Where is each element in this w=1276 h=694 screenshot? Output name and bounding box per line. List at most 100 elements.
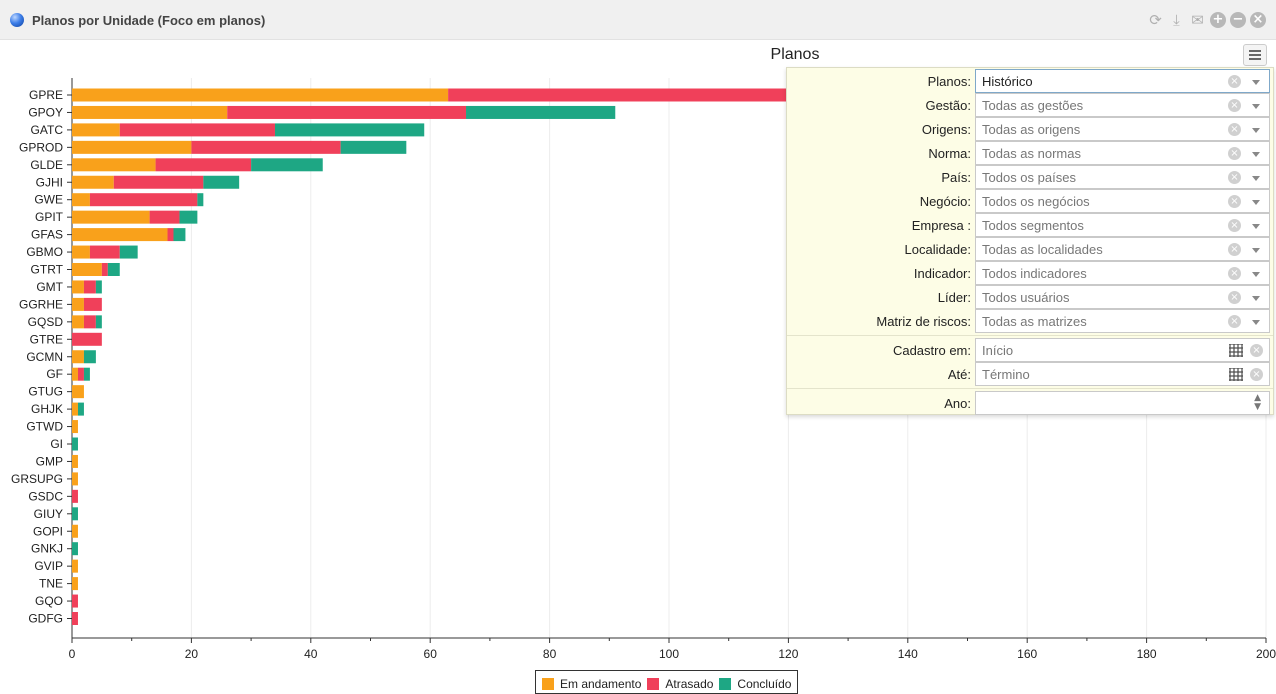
pais-select[interactable]: Todos os países × [975, 165, 1270, 189]
clear-icon[interactable]: × [1228, 291, 1241, 304]
bar-segment[interactable] [72, 489, 78, 503]
bar-segment[interactable] [89, 245, 120, 259]
bar-segment[interactable] [72, 332, 102, 346]
clear-icon[interactable]: × [1228, 195, 1241, 208]
bar-segment[interactable] [101, 263, 108, 276]
bar-segment[interactable] [83, 315, 96, 329]
bar-segment[interactable] [119, 245, 138, 259]
legend-item[interactable]: Atrasado [647, 675, 713, 693]
bar-segment[interactable] [72, 158, 156, 172]
clear-icon[interactable]: × [1228, 243, 1241, 256]
bar-segment[interactable] [72, 577, 78, 591]
bar-segment[interactable] [448, 88, 789, 102]
bar-segment[interactable] [72, 454, 78, 468]
bar-segment[interactable] [72, 437, 78, 451]
clear-icon[interactable]: × [1228, 147, 1241, 160]
bar-segment[interactable] [72, 594, 78, 608]
bar-segment[interactable] [107, 263, 120, 276]
bar-segment[interactable] [83, 280, 96, 294]
bar-segment[interactable] [72, 524, 78, 538]
legend-item[interactable]: Concluído [719, 675, 791, 693]
bar-segment[interactable] [83, 297, 102, 311]
chevron-down-icon[interactable] [1252, 104, 1260, 109]
bar-segment[interactable] [466, 105, 616, 119]
bar-segment[interactable] [251, 158, 323, 172]
chart-menu-button[interactable] [1243, 44, 1267, 66]
empresa-select[interactable]: Todos segmentos × [975, 213, 1270, 237]
bar-segment[interactable] [89, 193, 198, 207]
bar-segment[interactable] [173, 228, 186, 242]
bar-segment[interactable] [72, 350, 84, 364]
bar-segment[interactable] [203, 175, 240, 189]
bar-segment[interactable] [72, 175, 114, 189]
clear-icon[interactable]: × [1228, 219, 1241, 232]
bar-segment[interactable] [72, 367, 78, 381]
origens-select[interactable]: Todas as origens × [975, 117, 1270, 141]
bar-segment[interactable] [72, 245, 90, 259]
bar-segment[interactable] [119, 123, 275, 137]
bar-segment[interactable] [72, 507, 78, 521]
close-icon[interactable]: × [1250, 12, 1266, 28]
clear-icon[interactable]: × [1228, 75, 1241, 88]
bar-segment[interactable] [77, 367, 84, 381]
bar-segment[interactable] [167, 228, 174, 242]
bar-segment[interactable] [72, 542, 78, 556]
bar-segment[interactable] [72, 105, 228, 119]
bar-segment[interactable] [72, 140, 192, 154]
chevron-down-icon[interactable] [1252, 248, 1260, 253]
add-icon[interactable]: + [1210, 12, 1226, 28]
bar-segment[interactable] [72, 612, 78, 625]
clear-icon[interactable]: × [1228, 99, 1241, 112]
ano-number-field[interactable]: ▲ ▼ [975, 391, 1270, 415]
bar-segment[interactable] [179, 210, 198, 224]
bar-segment[interactable] [155, 158, 252, 172]
bar-segment[interactable] [72, 420, 78, 434]
clear-icon[interactable]: × [1228, 315, 1241, 328]
bar-segment[interactable] [72, 315, 84, 329]
chevron-down-icon[interactable] [1252, 200, 1260, 205]
bar-segment[interactable] [113, 175, 204, 189]
chevron-down-icon[interactable] [1252, 224, 1260, 229]
clear-icon[interactable]: × [1228, 123, 1241, 136]
bar-segment[interactable] [72, 559, 78, 573]
bar-segment[interactable] [72, 385, 84, 399]
bar-segment[interactable] [95, 280, 102, 294]
bar-segment[interactable] [149, 210, 180, 224]
bar-segment[interactable] [72, 297, 84, 311]
bar-segment[interactable] [72, 123, 120, 137]
bar-segment[interactable] [72, 402, 78, 416]
localidade-select[interactable]: Todas as localidades × [975, 237, 1270, 261]
chevron-down-icon[interactable] [1252, 128, 1260, 133]
bar-segment[interactable] [72, 88, 449, 102]
calendar-icon[interactable] [1229, 344, 1243, 357]
chevron-down-icon[interactable] [1252, 320, 1260, 325]
chevron-down-icon[interactable] [1252, 152, 1260, 157]
bar-segment[interactable] [83, 350, 96, 364]
bar-segment[interactable] [274, 123, 425, 137]
download-icon[interactable]: ⤓ [1173, 11, 1180, 29]
bar-segment[interactable] [72, 228, 168, 242]
cadastro-date-field[interactable]: Início × [975, 338, 1270, 362]
negocio-select[interactable]: Todos os negócios × [975, 189, 1270, 213]
minimize-icon[interactable]: − [1230, 12, 1246, 28]
spinner-arrows-icon[interactable]: ▲ ▼ [1254, 393, 1261, 412]
clear-icon[interactable]: × [1228, 171, 1241, 184]
bar-segment[interactable] [72, 193, 90, 207]
clear-icon[interactable]: × [1250, 368, 1263, 381]
bar-segment[interactable] [72, 472, 78, 486]
calendar-icon[interactable] [1229, 368, 1243, 381]
bar-segment[interactable] [83, 367, 90, 381]
norma-select[interactable]: Todas as normas × [975, 141, 1270, 165]
chevron-down-icon[interactable] [1252, 80, 1260, 85]
refresh-icon[interactable]: ⟳ [1149, 11, 1162, 29]
gestao-select[interactable]: Todas as gestões × [975, 93, 1270, 117]
indicador-select[interactable]: Todos indicadores × [975, 261, 1270, 285]
bar-segment[interactable] [77, 402, 84, 416]
clear-icon[interactable]: × [1228, 267, 1241, 280]
bar-segment[interactable] [227, 105, 467, 119]
chevron-down-icon[interactable] [1252, 176, 1260, 181]
bar-segment[interactable] [72, 210, 150, 224]
legend-item[interactable]: Em andamento [542, 675, 641, 693]
lider-select[interactable]: Todos usuários × [975, 285, 1270, 309]
matriz-select[interactable]: Todas as matrizes × [975, 309, 1270, 333]
